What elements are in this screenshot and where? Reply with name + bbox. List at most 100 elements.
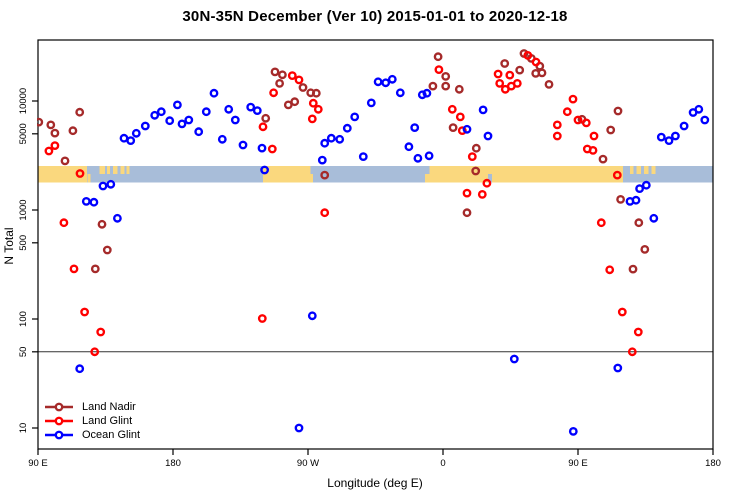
x-tick-label: 180 xyxy=(165,458,181,469)
data-point-land-glint xyxy=(505,70,515,80)
data-point-land-glint xyxy=(90,347,100,357)
data-point-land-nadir xyxy=(433,52,443,62)
data-point-land-nadir xyxy=(290,97,300,107)
data-point-ocean-glint xyxy=(631,195,641,205)
data-point-land-nadir xyxy=(60,156,70,166)
data-point-ocean-glint xyxy=(165,116,175,126)
land-ocean-band-segment xyxy=(312,166,430,183)
data-point-ocean-glint xyxy=(307,311,317,321)
data-point-ocean-glint xyxy=(366,98,376,108)
data-point-ocean-glint xyxy=(635,184,644,194)
data-point-land-glint xyxy=(307,114,317,124)
data-point-land-glint xyxy=(493,69,503,79)
y-tick-label: 50 xyxy=(18,347,29,358)
data-point-ocean-glint xyxy=(257,143,267,153)
land-ocean-band-patch xyxy=(107,166,110,175)
legend-marker-icon xyxy=(45,416,73,425)
data-point-ocean-glint xyxy=(113,213,122,223)
data-point-land-nadir xyxy=(634,218,644,228)
data-point-ocean-glint xyxy=(172,100,182,110)
data-point-ocean-glint xyxy=(119,133,129,143)
data-point-land-glint xyxy=(294,75,304,85)
data-point-land-nadir xyxy=(454,84,464,94)
data-point-land-glint xyxy=(482,178,492,188)
data-point-land-nadir xyxy=(537,68,547,78)
data-point-ocean-glint xyxy=(317,155,327,165)
data-point-land-nadir xyxy=(500,59,510,68)
data-point-land-nadir xyxy=(261,113,271,123)
land-ocean-band-patch xyxy=(488,174,492,183)
data-point-land-glint xyxy=(477,189,487,199)
data-point-land-glint xyxy=(627,347,637,357)
land-ocean-band-patch xyxy=(120,166,125,175)
land-ocean-band-segment xyxy=(263,166,313,183)
data-point-land-glint xyxy=(447,104,457,114)
data-point-land-nadir xyxy=(46,120,56,130)
legend-label: Land Nadir xyxy=(82,400,136,413)
data-point-land-glint xyxy=(313,104,323,114)
data-point-ocean-glint xyxy=(568,426,578,436)
data-point-ocean-glint xyxy=(679,121,689,131)
data-point-ocean-glint xyxy=(373,77,383,87)
data-point-land-glint xyxy=(287,71,297,81)
data-point-land-nadir xyxy=(68,126,78,136)
land-ocean-band-patch xyxy=(651,166,656,175)
data-point-ocean-glint xyxy=(700,115,710,125)
data-point-ocean-glint xyxy=(126,136,136,146)
data-point-land-glint xyxy=(320,208,330,218)
data-point-land-nadir xyxy=(275,79,284,88)
data-point-land-glint xyxy=(50,141,60,151)
data-point-ocean-glint xyxy=(395,88,405,98)
data-point-land-nadir xyxy=(102,245,112,255)
data-point-land-nadir xyxy=(270,67,280,77)
land-ocean-band-patch xyxy=(126,166,130,175)
data-point-land-glint xyxy=(59,218,69,228)
y-tick-label: 1000 xyxy=(18,199,29,220)
data-point-ocean-glint xyxy=(252,106,262,116)
y-tick-label: 500 xyxy=(18,235,29,251)
data-point-land-glint xyxy=(434,65,444,75)
data-point-ocean-glint xyxy=(404,142,414,152)
data-point-land-glint xyxy=(617,307,627,317)
data-point-land-glint xyxy=(523,51,533,60)
data-point-ocean-glint xyxy=(294,423,304,433)
data-point-ocean-glint xyxy=(106,179,116,189)
land-ocean-band-patch xyxy=(644,166,649,175)
data-point-land-nadir xyxy=(544,80,554,89)
data-point-ocean-glint xyxy=(358,152,368,162)
data-point-land-nadir xyxy=(283,100,293,110)
data-point-ocean-glint xyxy=(462,124,472,134)
land-ocean-band-patch xyxy=(425,174,430,183)
data-point-ocean-glint xyxy=(424,151,434,161)
data-point-land-nadir xyxy=(37,117,44,127)
land-ocean-band-patch xyxy=(113,166,118,175)
data-point-land-glint xyxy=(257,314,267,323)
data-point-ocean-glint xyxy=(89,197,99,207)
data-point-land-nadir xyxy=(441,72,451,81)
data-point-ocean-glint xyxy=(478,105,488,115)
data-point-ocean-glint xyxy=(413,153,423,163)
data-point-ocean-glint xyxy=(156,107,166,117)
data-point-land-nadir xyxy=(277,70,287,80)
legend-label: Land Glint xyxy=(82,414,133,427)
data-point-land-glint xyxy=(552,120,562,130)
data-point-land-glint xyxy=(612,170,622,180)
data-point-land-glint xyxy=(258,122,268,132)
data-point-land-glint xyxy=(596,218,606,228)
data-point-land-glint xyxy=(512,79,522,88)
data-point-land-glint xyxy=(568,94,578,104)
legend-marker-icon xyxy=(45,430,73,439)
data-point-land-glint xyxy=(581,118,591,128)
data-point-land-glint xyxy=(531,57,541,67)
data-point-ocean-glint xyxy=(177,119,187,129)
data-point-ocean-glint xyxy=(509,354,519,364)
data-point-land-nadir xyxy=(613,106,623,116)
data-point-land-nadir xyxy=(471,166,481,176)
chart-title: 30N-35N December (Ver 10) 2015-01-01 to … xyxy=(182,8,568,25)
data-point-ocean-glint xyxy=(335,134,345,144)
land-ocean-band-patch xyxy=(629,166,634,175)
data-point-ocean-glint xyxy=(194,127,204,137)
data-point-ocean-glint xyxy=(387,74,397,84)
